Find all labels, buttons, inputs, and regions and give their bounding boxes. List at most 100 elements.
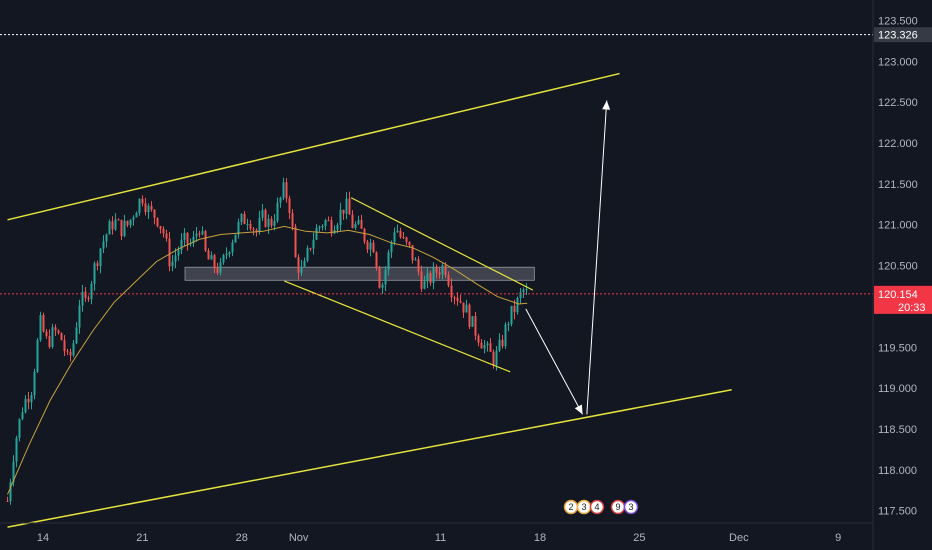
candle-body	[393, 232, 396, 243]
last-price-label: 120.154	[878, 289, 918, 301]
candle-body	[270, 218, 273, 226]
candle-body	[27, 398, 30, 403]
price-tick-label: 118.000	[878, 465, 917, 477]
candle-body	[123, 220, 126, 237]
candle-body	[87, 297, 90, 300]
candle-body	[273, 220, 276, 226]
time-tick-label: Dec	[729, 532, 749, 544]
candle-body	[522, 289, 525, 293]
time-axis[interactable]: 14 21 28 Nov 11 18 25 Dec 9	[0, 522, 873, 544]
candle-body	[225, 253, 228, 256]
candle-body	[486, 343, 489, 346]
candle-body	[387, 252, 390, 270]
candle-body	[267, 218, 270, 227]
candle-body	[258, 217, 261, 232]
candle-body	[300, 266, 303, 273]
candle-body	[60, 332, 63, 341]
candle-body	[279, 197, 282, 203]
support-zone[interactable]	[184, 266, 535, 281]
price-tick-label: 121.000	[878, 220, 918, 232]
upper-channel-line[interactable]	[7, 72, 620, 221]
candle-body	[228, 252, 231, 254]
candle-body	[261, 209, 264, 218]
candle-body	[45, 331, 48, 337]
candle-body	[339, 209, 342, 225]
candle-body	[204, 231, 207, 251]
candle-body	[168, 238, 171, 267]
wedge-upper-line[interactable]	[350, 197, 534, 291]
candle-body	[57, 330, 60, 333]
candle-body	[420, 271, 423, 289]
crosshair-price-label: 123.326	[878, 30, 918, 42]
candle-body	[144, 203, 147, 213]
candle-body	[177, 250, 180, 256]
price-tick-label: 120.500	[878, 261, 918, 273]
candle-body	[39, 315, 42, 341]
event-marker-count: 2	[568, 502, 573, 512]
candle-body	[234, 234, 237, 243]
candle-body	[456, 297, 459, 302]
candle-body	[327, 220, 330, 222]
candle-body	[318, 226, 321, 229]
price-tick-label: 123.000	[878, 56, 918, 68]
lower-channel-line[interactable]	[7, 389, 732, 528]
candle-body	[294, 226, 297, 258]
candle-body	[96, 263, 99, 267]
candle-body	[156, 217, 159, 227]
event-marker-icon	[623, 499, 639, 515]
candle-body	[519, 292, 522, 298]
candle-body	[51, 327, 54, 347]
wedge-lower-line[interactable]	[284, 280, 511, 373]
candle-body	[120, 219, 123, 237]
candle-body	[159, 226, 162, 230]
candle-body	[474, 316, 477, 336]
candle-body	[138, 198, 141, 213]
candle-body	[399, 230, 402, 238]
candle-body	[432, 267, 435, 283]
candle-body	[303, 260, 306, 267]
price-tick-label: 119.500	[878, 342, 917, 354]
price-tick-label: 122.000	[878, 138, 918, 150]
candle-body	[42, 315, 45, 332]
candle-body	[174, 255, 177, 262]
candle-body	[504, 324, 507, 347]
candle-body	[99, 248, 102, 267]
candle-body	[24, 398, 27, 413]
candle-body	[447, 275, 450, 286]
candle-body	[249, 224, 252, 229]
candle-body	[513, 305, 516, 313]
candle-body	[438, 272, 441, 275]
candle-body	[450, 285, 453, 298]
time-tick-label: 21	[136, 532, 148, 544]
candle-body	[459, 301, 462, 303]
candle-body	[402, 237, 405, 239]
candle-body	[117, 219, 120, 221]
candle-body	[219, 262, 222, 273]
price-tick-label: 121.500	[878, 179, 918, 191]
projection-arrow-up[interactable]	[586, 100, 608, 415]
candle-body	[48, 336, 51, 347]
candle-body	[480, 342, 483, 349]
candle-body	[171, 261, 174, 267]
price-axis[interactable]: 117.500118.000118.500119.000119.500120.0…	[872, 0, 932, 550]
candle-body	[366, 241, 369, 250]
candle-body	[426, 273, 429, 282]
candle-body	[213, 255, 216, 269]
candle-body	[405, 237, 408, 242]
candle-body	[75, 327, 78, 344]
projection-arrow-down-head	[574, 404, 583, 415]
candle-body	[231, 242, 234, 253]
last-price-tag: 120.154 20:33	[874, 285, 932, 314]
projection-arrow-down[interactable]	[525, 308, 584, 415]
candle-body	[444, 265, 447, 276]
price-tick-label: 117.500	[878, 506, 917, 518]
candle-body	[111, 221, 114, 230]
candle-body	[306, 248, 309, 261]
candle-body	[441, 265, 444, 275]
projection-arrow-up-head	[602, 100, 611, 110]
price-tick-label: 123.500	[878, 15, 918, 27]
candle-body	[129, 219, 132, 226]
